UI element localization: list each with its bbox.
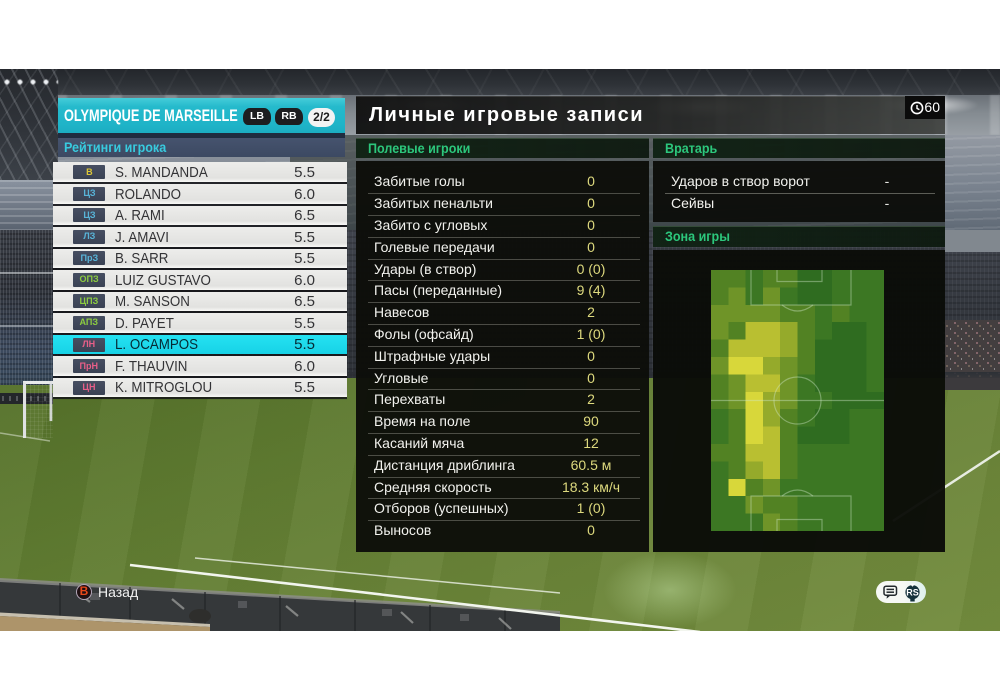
svg-text:RS: RS (906, 588, 919, 598)
